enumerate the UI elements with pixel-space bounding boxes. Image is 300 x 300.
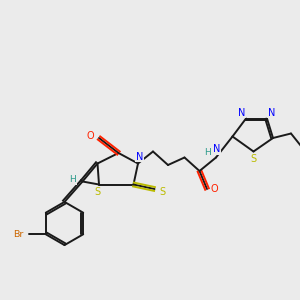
Text: H: H: [70, 176, 76, 184]
Text: S: S: [250, 154, 256, 164]
Text: N: N: [268, 107, 275, 118]
Text: S: S: [94, 187, 100, 197]
Text: S: S: [160, 187, 166, 197]
Text: O: O: [211, 184, 218, 194]
Text: N: N: [136, 152, 143, 162]
Text: N: N: [213, 144, 220, 154]
Text: H: H: [204, 148, 211, 157]
Text: N: N: [238, 107, 245, 118]
Text: Br: Br: [14, 230, 24, 239]
Text: O: O: [87, 130, 94, 141]
